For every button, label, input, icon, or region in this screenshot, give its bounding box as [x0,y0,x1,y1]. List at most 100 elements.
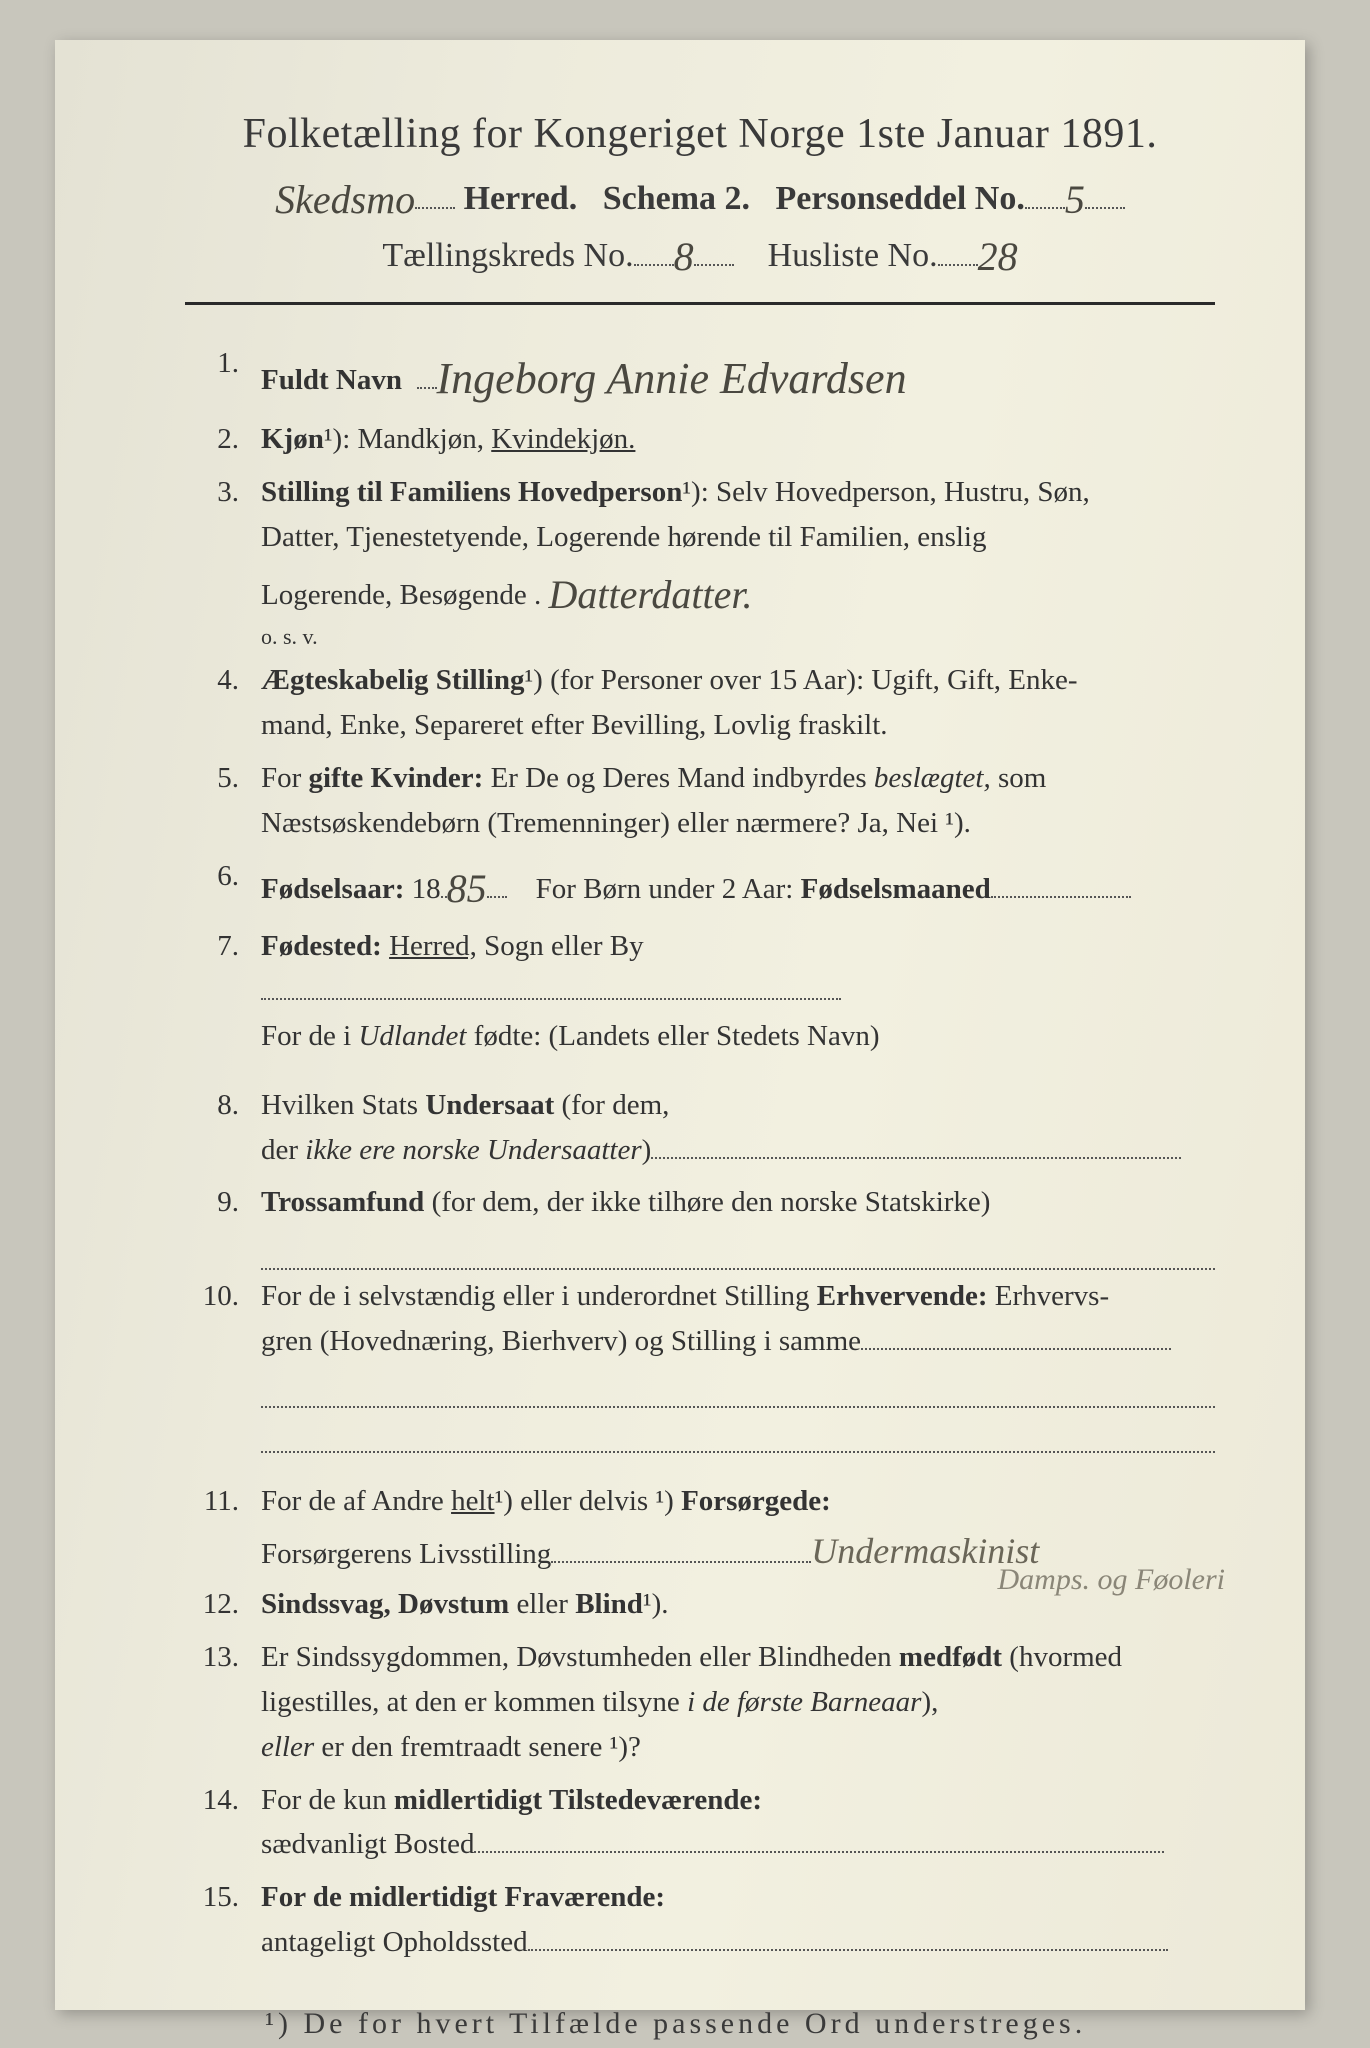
item-text: For de af Andre [261,1485,451,1517]
bold-text: Trossamfund [261,1186,424,1218]
item-number: 8. [185,1083,261,1173]
dotted-fill [991,873,1131,898]
dotted-fill [1025,178,1065,209]
bold-text: medfødt [899,1641,1002,1673]
dotted-fill [415,178,455,209]
item-10: 10. For de i selvstændig eller i underor… [185,1274,1215,1453]
sup: ¹). [643,1588,669,1620]
dotted-fill [938,235,978,266]
item-number: 15. [185,1875,261,1965]
sup: ¹): [682,476,708,508]
item-text: Erhvervs- [988,1280,1110,1312]
dotted-fill [861,1325,1171,1350]
item-text: Selv Hovedperson, Hustru, Søn, [709,476,1090,508]
taellingskreds-label: Tællingskreds No. [382,237,633,274]
header-divider [185,302,1215,305]
bold-text: Forsørgede: [681,1485,831,1517]
osv-text: o. s. v. [185,624,1215,650]
item-text: eller delvis ¹) [513,1485,681,1517]
item-text: Forsørgerens Livsstilling [261,1538,551,1570]
herred-handwritten: Skedsmo [275,176,415,223]
item-text: Er Sindssygdommen, Døvstumheden eller Bl… [261,1641,899,1673]
item-3: 3. Stilling til Familiens Hovedperson¹):… [185,470,1215,622]
occupation-hw-2: Damps. og Føoleri [998,1557,1226,1604]
item-label: Stilling til Familiens Hovedperson [261,476,682,508]
item-11: 11. For de af Andre helt¹) eller delvis … [185,1479,1215,1580]
dotted-fill [528,1927,1168,1952]
census-form-page: Folketælling for Kongeriget Norge 1ste J… [55,40,1305,2010]
item-label: Fuldt Navn [261,364,402,396]
husliste-label: Husliste No. [768,237,938,274]
item-4: 4. Ægteskabelig Stilling¹) (for Personer… [185,658,1215,748]
item-15: 15. For de midlertidigt Fraværende: anta… [185,1875,1215,1965]
item-14: 14. For de kun midlertidigt Tilstedevære… [185,1778,1215,1868]
dotted-fill [694,235,734,266]
bold-text: Undersaat [425,1089,554,1121]
herred-label: Herred. [464,180,578,217]
italic-text: i de første Barneaar [687,1686,921,1718]
bold-text: For de midlertidigt Fraværende: [261,1881,665,1913]
taellingskreds-no-hw: 8 [674,233,694,280]
dotted-line-full [261,1368,1215,1409]
item-text: Datter, Tjenestetyende, Logerende hørend… [261,521,986,553]
bold-text: Sindssvag, Døvstum [261,1588,509,1620]
italic-text: beslægtet, [874,762,991,794]
item-number: 9. [185,1180,261,1270]
sup: ¹ [324,423,333,455]
item-7: 7. Fødested: Herred, Sogn eller By For d… [185,924,1215,1059]
item-text: eller [509,1588,575,1620]
footnote: ¹) De for hvert Tilfælde passende Ord un… [185,2007,1215,2041]
item-text: ) [642,1134,652,1166]
item-13: 13. Er Sindssygdommen, Døvstumheden elle… [185,1635,1215,1770]
item-number: 5. [185,756,261,846]
italic-text: ikke ere norske Undersaatter [305,1134,641,1166]
item-number: 3. [185,470,261,622]
item-text: Logerende, Besøgende . [261,579,548,611]
item-number: 1. [185,341,261,409]
item-2: 2. Kjøn¹): Mandkjøn, Kvindekjøn. [185,417,1215,462]
dotted-fill [417,364,437,389]
item-text: For Børn under 2 Aar: [536,873,801,905]
dotted-fill [651,1134,1181,1159]
item-text: gren (Hovednæring, Bierhverv) og Stillin… [261,1325,861,1357]
kvindekjon-underlined: Kvindekjøn. [491,423,635,455]
item-number: 12. [185,1582,261,1627]
name-handwritten: Ingeborg Annie Edvardsen [437,345,907,413]
item-number: 2. [185,417,261,462]
personseddel-label: Personseddel No. [776,180,1025,217]
sup: ¹) [495,1485,513,1517]
bold-text: Fødselsmaaned [801,873,991,905]
personseddel-no-hw: 5 [1065,176,1085,223]
item-1: 1. Fuldt Navn Ingeborg Annie Edvardsen [185,341,1215,409]
item-text: (hvormed [1002,1641,1122,1673]
item-number: 4. [185,658,261,748]
item-8: 8. Hvilken Stats Undersaat (for dem, der… [185,1083,1215,1173]
dotted-line-full [261,1412,1215,1453]
italic-text: Udlandet [358,1020,466,1052]
item-number: 13. [185,1635,261,1770]
dotted-fill [1085,178,1125,209]
item-text: 18 [404,873,440,905]
item-text: (for dem, [554,1089,669,1121]
item-text: mand, Enke, Separeret efter Bevilling, L… [261,709,888,741]
dotted-fill [551,1538,811,1563]
item-number: 10. [185,1274,261,1453]
item-text: Næstsøskendebørn (Tremenninger) eller næ… [261,807,971,839]
item-text: For de i [261,1020,358,1052]
item-text: Hvilken Stats [261,1089,425,1121]
item-text: der [261,1134,305,1166]
item-number: 14. [185,1778,261,1868]
item-6: 6. Fødselsaar: 1885 For Børn under 2 Aar… [185,854,1215,916]
item-number: 6. [185,854,261,916]
item-text: som [991,762,1047,794]
item-text: Er De og Deres Mand indbyrdes [483,762,874,794]
dotted-fill [474,1829,1164,1854]
dotted-fill [487,873,507,898]
form-items: 1. Fuldt Navn Ingeborg Annie Edvardsen 2… [185,341,1215,1965]
bold-text: gifte Kvinder: [309,762,484,794]
item-9: 9. Trossamfund (for dem, der ikke tilhør… [185,1180,1215,1270]
item-number: 7. [185,924,261,1059]
herred-underlined: Herred, [389,930,477,962]
header-line-3: Tællingskreds No.8 Husliste No.28 [185,229,1215,276]
item-text: (for Personer over 15 Aar): Ugift, Gift,… [543,664,1078,696]
